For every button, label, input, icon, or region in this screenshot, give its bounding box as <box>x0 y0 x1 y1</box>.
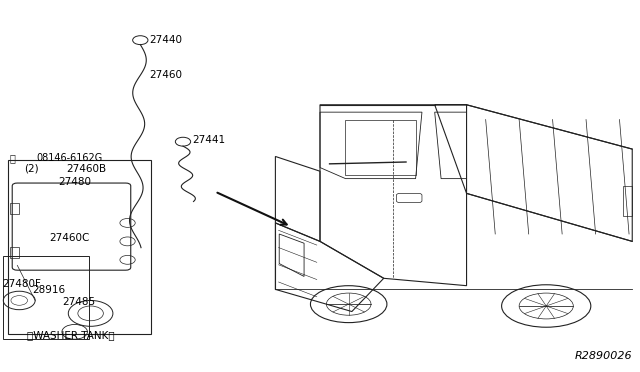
Text: 27480F: 27480F <box>3 279 42 289</box>
Bar <box>3 256 89 339</box>
Text: 27460: 27460 <box>149 70 182 80</box>
Bar <box>623 186 632 215</box>
Text: 27485: 27485 <box>62 297 95 307</box>
Text: 27460B: 27460B <box>67 164 106 174</box>
Text: 08146-6162G: 08146-6162G <box>36 153 102 163</box>
Text: 27480: 27480 <box>59 177 92 187</box>
Bar <box>10 247 19 258</box>
Text: (2): (2) <box>24 164 38 174</box>
Text: 28916: 28916 <box>32 285 65 295</box>
Bar <box>8 160 151 334</box>
Text: 27460C: 27460C <box>49 233 90 243</box>
Text: 27441: 27441 <box>193 135 226 145</box>
Bar <box>10 203 19 214</box>
Text: 〈WASHER TANK〉: 〈WASHER TANK〉 <box>27 331 115 340</box>
Text: 27440: 27440 <box>149 35 182 45</box>
Text: Ⓢ: Ⓢ <box>10 153 16 163</box>
Text: R2890026: R2890026 <box>575 351 632 361</box>
